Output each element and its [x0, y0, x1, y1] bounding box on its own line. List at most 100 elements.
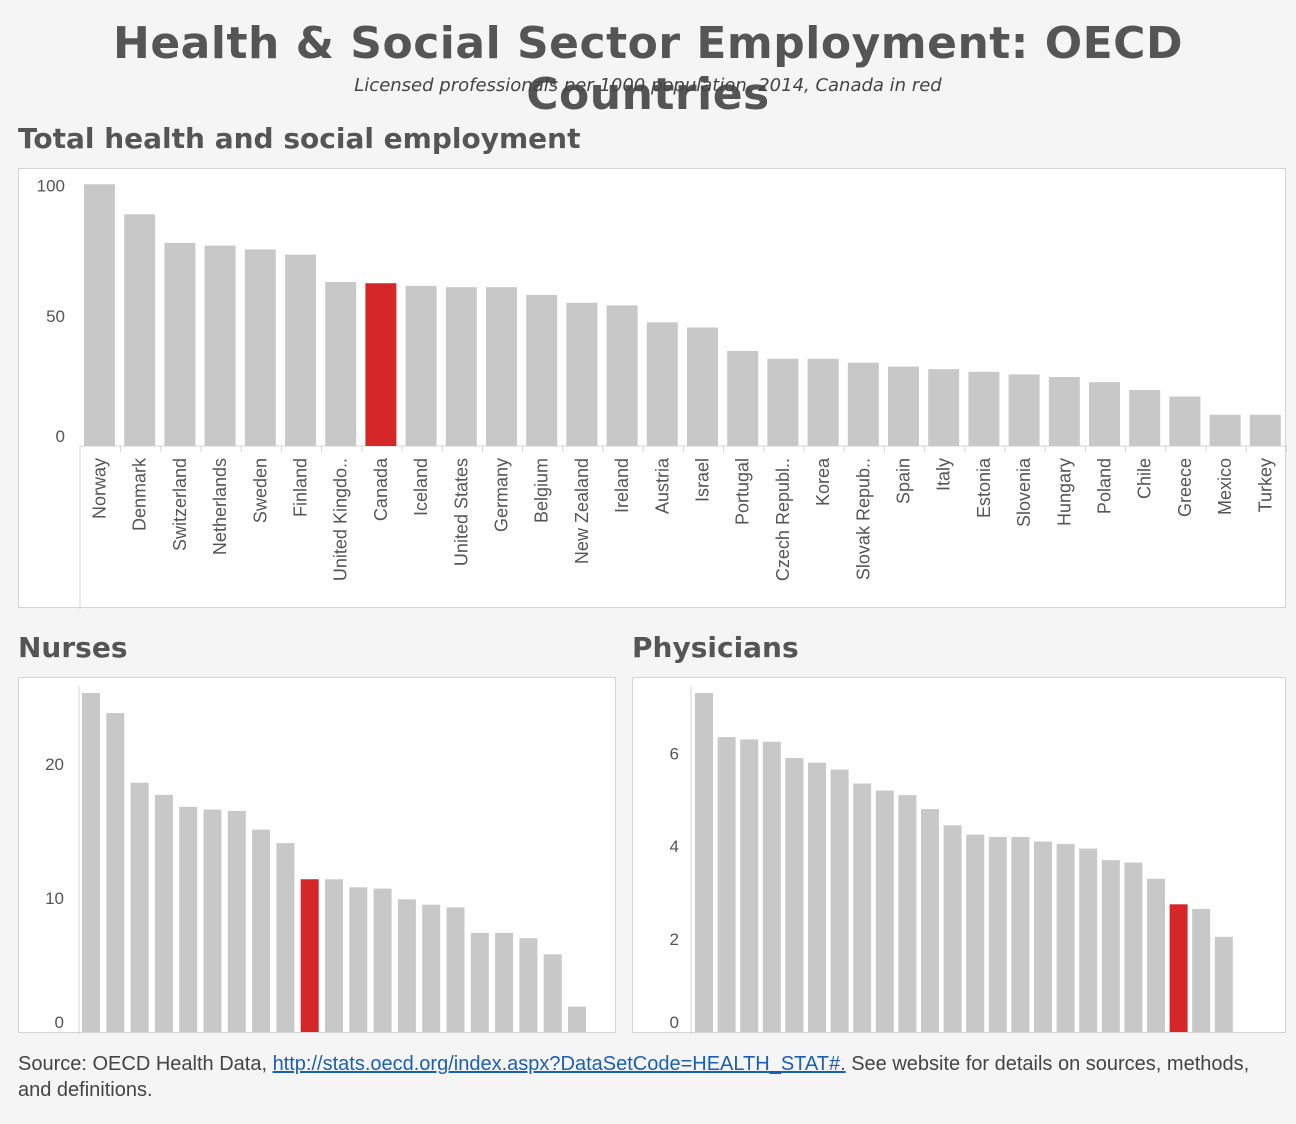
svg-nurses-bar-20 — [568, 1006, 586, 1032]
svg-physicians-bar-21 — [1169, 904, 1188, 1032]
svg-total-category-label-7: Canada — [371, 457, 391, 521]
svg-physicians-bar-15 — [1034, 841, 1052, 1032]
svg-total-category-label-17: Czech Republ.. — [773, 458, 793, 581]
source-note: Source: OECD Health Data, http://stats.o… — [18, 1051, 1278, 1103]
source-suffix: See website for details on sources, meth… — [18, 1053, 1250, 1101]
svg-physicians-bar-9 — [898, 795, 917, 1032]
svg-total-ytick-1: 50 — [46, 307, 65, 326]
physicians-chart: 0 2 4 6 — [670, 686, 1233, 1034]
svg-nurses-bar-12 — [373, 888, 392, 1032]
svg-total-bar-7 — [365, 283, 397, 446]
svg-total-bar-6 — [325, 281, 357, 446]
svg-physicians-bar-4 — [785, 758, 804, 1032]
svg-total-bar-15 — [687, 327, 718, 446]
svg-total-bar-17 — [767, 358, 799, 446]
svg-physicians-ytick-2: 4 — [670, 837, 679, 856]
svg-total-category-label-8: Iceland — [411, 458, 431, 516]
svg-total-bar-9 — [445, 287, 477, 446]
svg-total-category-label-5: Finland — [291, 458, 311, 517]
svg-nurses-ytick-2: 20 — [45, 755, 64, 774]
svg-total-category-label-1: Denmark — [130, 457, 150, 531]
svg-total-bar-27 — [1169, 396, 1201, 446]
svg-total-bar-10 — [486, 287, 517, 446]
svg-physicians-bar-5 — [808, 762, 826, 1032]
svg-total-ytick-0: 0 — [56, 427, 65, 446]
svg-total-category-label-29: Turkey — [1255, 458, 1275, 512]
svg-total-category-label-12: New Zealand — [572, 458, 592, 564]
svg-total-bar-21 — [928, 369, 960, 446]
svg-physicians-ytick-0: 0 — [670, 1013, 679, 1032]
svg-physicians-bar-18 — [1101, 860, 1120, 1032]
svg-nurses-bar-9 — [300, 879, 319, 1032]
svg-physicians-bar-8 — [875, 790, 894, 1032]
svg-physicians-bar-11 — [943, 825, 962, 1032]
svg-nurses-bar-18 — [519, 938, 538, 1032]
svg-total-bar-22 — [968, 371, 1000, 446]
svg-total-category-label-2: Switzerland — [170, 458, 190, 551]
svg-nurses-bar-1 — [106, 713, 125, 1032]
svg-total-bar-2 — [164, 242, 196, 446]
nurses-chart-title: Nurses — [18, 631, 128, 664]
total-chart: 0 50 100 Norway Denmark Switzerland Netherland… — [37, 177, 1287, 609]
svg-physicians-bar-20 — [1147, 878, 1165, 1032]
svg-total-category-label-18: Korea — [813, 457, 833, 506]
svg-nurses-bar-10 — [325, 879, 343, 1032]
svg-total-category-label-21: Italy — [934, 458, 954, 491]
svg-total-bar-0 — [84, 184, 115, 446]
svg-total-bar-3 — [204, 245, 236, 446]
svg-physicians-bar-6 — [830, 769, 849, 1032]
svg-total-category-label-27: Greece — [1175, 458, 1195, 517]
svg-physicians-bar-17 — [1079, 848, 1098, 1032]
svg-nurses-bar-6 — [227, 810, 246, 1032]
svg-physicians-bar-2 — [740, 739, 759, 1032]
source-prefix: Source: OECD Health Data, — [18, 1053, 273, 1075]
svg-total-category-label-0: Norway — [90, 458, 110, 519]
nurses-chart: 0 10 20 — [45, 686, 586, 1034]
svg-total-bar-4 — [244, 249, 276, 446]
svg-physicians-bar-16 — [1056, 843, 1075, 1032]
svg-physicians-bar-1 — [717, 737, 736, 1032]
svg-nurses-bar-8 — [276, 843, 295, 1032]
svg-nurses-bar-13 — [397, 899, 416, 1032]
svg-physicians-bar-7 — [853, 783, 872, 1032]
svg-physicians-bar-22 — [1192, 908, 1211, 1032]
svg-nurses-bar-2 — [130, 782, 149, 1032]
page-subtitle: Licensed professionals per 1000 populati… — [354, 75, 942, 96]
svg-total-bar-28 — [1209, 414, 1241, 446]
svg-physicians-bar-3 — [762, 741, 781, 1032]
svg-nurses-bar-17 — [495, 932, 514, 1032]
svg-nurses-bar-16 — [470, 932, 489, 1032]
svg-total-bar-16 — [727, 350, 759, 446]
svg-nurses-bar-5 — [203, 809, 222, 1032]
svg-total-bar-8 — [405, 285, 437, 446]
svg-total-category-label-24: Hungary — [1054, 458, 1074, 526]
svg-physicians-bar-19 — [1124, 862, 1143, 1032]
svg-physicians-bar-13 — [988, 836, 1007, 1032]
svg-nurses-bar-4 — [179, 806, 198, 1032]
svg-total-category-label-23: Slovenia — [1014, 457, 1034, 527]
total-chart-title: Total health and social employment — [18, 122, 581, 155]
svg-total-bar-13 — [606, 305, 638, 446]
svg-total-category-label-20: Spain — [894, 458, 914, 504]
svg-nurses-ytick-0: 0 — [55, 1013, 64, 1032]
svg-total-category-label-28: Mexico — [1215, 458, 1235, 515]
svg-nurses-ytick-1: 10 — [45, 889, 64, 908]
svg-nurses-bar-19 — [543, 954, 562, 1032]
svg-total-bar-24 — [1048, 376, 1080, 446]
svg-total-category-label-16: Portugal — [733, 458, 753, 525]
total-chart-panel: 0 50 100 Norway Denmark Switzerland Netherland… — [18, 168, 1287, 609]
svg-total-bar-19 — [847, 362, 879, 446]
svg-physicians-bar-12 — [966, 834, 985, 1032]
svg-total-bar-18 — [807, 358, 839, 446]
source-link[interactable]: http://stats.oecd.org/index.aspx?DataSet… — [272, 1053, 846, 1075]
svg-total-category-label-22: Estonia — [974, 457, 994, 518]
svg-total-bar-12 — [566, 302, 598, 446]
svg-total-category-label-14: Austria — [652, 457, 672, 514]
svg-total-category-label-26: Chile — [1135, 458, 1155, 499]
svg-total-ytick-2: 100 — [37, 177, 65, 196]
svg-total-bar-29 — [1249, 414, 1281, 446]
svg-total-category-label-25: Poland — [1095, 458, 1115, 514]
page-title: Health & Social Sector Employment: OECD … — [113, 18, 1183, 120]
svg-total-bar-26 — [1129, 390, 1161, 446]
svg-total-category-label-11: Belgium — [532, 458, 552, 523]
